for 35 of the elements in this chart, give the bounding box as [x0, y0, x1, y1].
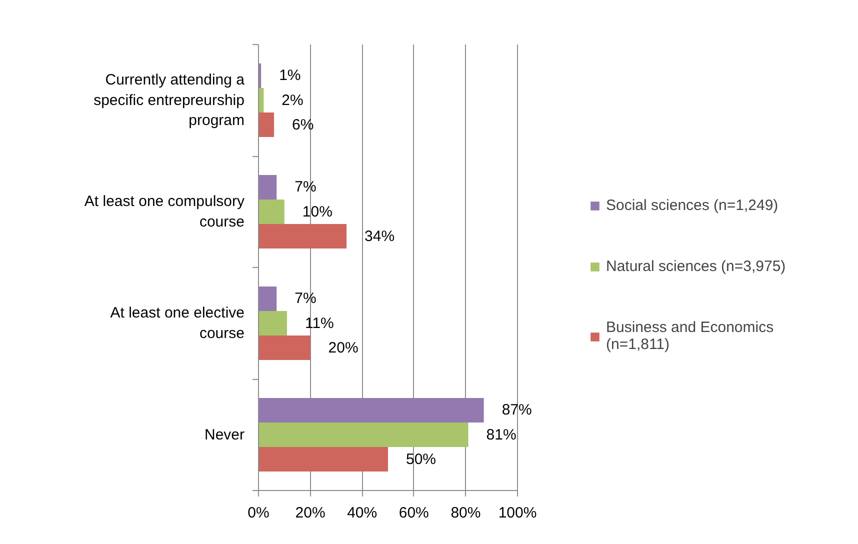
y-tick-label: Never: [204, 426, 245, 444]
y-tick-label: At least one compulsory course: [84, 193, 245, 230]
bar: [258, 112, 274, 138]
legend-label: Business and Economics (n=1,811): [606, 319, 774, 353]
x-tick-label: 20%: [295, 504, 326, 522]
data-label: 81%: [486, 426, 516, 444]
x-tick-label: 60%: [398, 504, 429, 522]
x-tick-label: 0%: [248, 504, 270, 522]
data-label: 6%: [292, 116, 314, 134]
bar: [258, 224, 347, 249]
data-label: 7%: [294, 178, 316, 196]
legend-label: Social sciences (n=1,249): [606, 197, 778, 214]
x-tick-label: 100%: [498, 504, 537, 522]
legend-label: Natural sciences (n=3,975): [606, 258, 786, 275]
data-label: 1%: [279, 67, 301, 84]
bar: [258, 310, 287, 336]
x-tick-label: 40%: [347, 504, 378, 522]
y-tick-label: Currently attending a specific entrepreurship program: [94, 71, 246, 130]
data-label: 50%: [406, 450, 436, 468]
data-label: 87%: [502, 402, 532, 419]
bar: [258, 422, 468, 448]
bar: [258, 286, 277, 311]
bar: [258, 336, 310, 360]
bar: [258, 199, 284, 224]
data-label: 20%: [328, 339, 358, 356]
data-label: 2%: [282, 92, 304, 109]
bar: [258, 398, 484, 422]
data-label: 11%: [304, 314, 334, 332]
bar: [258, 174, 277, 200]
bar: [258, 447, 388, 472]
data-label: 10%: [302, 203, 332, 220]
y-tick-label: At least one elective course: [110, 304, 245, 342]
x-tick-label: 80%: [450, 504, 481, 522]
data-label: 7%: [294, 290, 316, 308]
data-label: 34%: [364, 228, 395, 245]
